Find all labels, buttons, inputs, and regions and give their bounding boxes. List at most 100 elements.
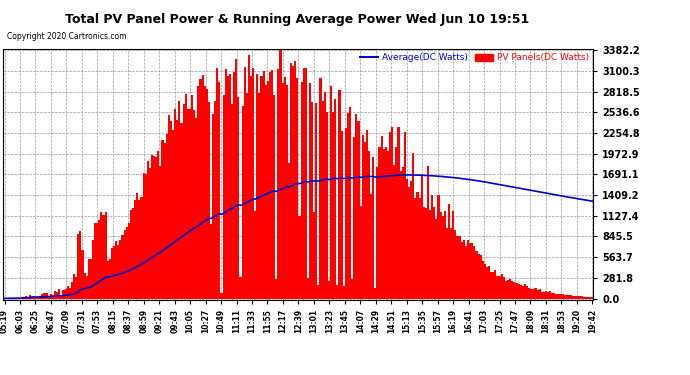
- Bar: [183, 104, 185, 298]
- Bar: [254, 211, 256, 298]
- Bar: [301, 82, 303, 298]
- Bar: [134, 200, 136, 298]
- Bar: [408, 187, 410, 298]
- Bar: [575, 296, 577, 298]
- Bar: [250, 76, 252, 298]
- Bar: [345, 128, 347, 298]
- Bar: [98, 220, 100, 298]
- Bar: [469, 243, 471, 298]
- Bar: [109, 259, 111, 299]
- Bar: [526, 286, 528, 298]
- Bar: [223, 95, 225, 298]
- Bar: [520, 285, 522, 298]
- Bar: [41, 294, 43, 298]
- Bar: [216, 68, 218, 298]
- Bar: [269, 72, 271, 298]
- Bar: [368, 151, 370, 298]
- Bar: [214, 102, 216, 298]
- Bar: [204, 86, 206, 298]
- Bar: [189, 109, 191, 298]
- Bar: [366, 130, 368, 298]
- Bar: [414, 198, 416, 298]
- Bar: [570, 296, 572, 298]
- Bar: [467, 240, 469, 298]
- Bar: [423, 207, 425, 298]
- Bar: [168, 115, 170, 298]
- Bar: [431, 195, 433, 298]
- Bar: [461, 242, 463, 298]
- Legend: Average(DC Watts), PV Panels(DC Watts): Average(DC Watts), PV Panels(DC Watts): [360, 53, 589, 62]
- Bar: [562, 294, 564, 298]
- Bar: [486, 267, 488, 298]
- Bar: [364, 142, 366, 298]
- Bar: [79, 231, 81, 298]
- Bar: [339, 90, 341, 298]
- Bar: [357, 122, 359, 298]
- Bar: [450, 228, 452, 298]
- Bar: [353, 137, 355, 298]
- Bar: [581, 296, 583, 298]
- Bar: [400, 171, 402, 298]
- Bar: [387, 151, 389, 298]
- Text: Copyright 2020 Cartronics.com: Copyright 2020 Cartronics.com: [7, 32, 126, 41]
- Bar: [31, 296, 33, 298]
- Bar: [507, 280, 509, 298]
- Bar: [265, 86, 267, 298]
- Bar: [105, 213, 107, 298]
- Bar: [501, 274, 503, 298]
- Bar: [233, 72, 235, 298]
- Bar: [191, 96, 193, 298]
- Bar: [33, 297, 35, 298]
- Bar: [421, 175, 423, 298]
- Bar: [271, 70, 273, 298]
- Bar: [170, 121, 172, 298]
- Bar: [126, 227, 128, 298]
- Bar: [273, 94, 275, 298]
- Bar: [174, 108, 176, 299]
- Bar: [69, 288, 71, 298]
- Bar: [252, 68, 254, 298]
- Bar: [208, 102, 210, 298]
- Bar: [107, 261, 109, 299]
- Bar: [585, 297, 587, 298]
- Bar: [180, 123, 183, 298]
- Bar: [425, 208, 427, 298]
- Bar: [151, 155, 153, 298]
- Bar: [395, 147, 397, 298]
- Bar: [587, 297, 589, 298]
- Bar: [448, 204, 450, 298]
- Bar: [307, 278, 309, 298]
- Bar: [128, 223, 130, 298]
- Bar: [484, 264, 486, 298]
- Bar: [541, 291, 543, 298]
- Bar: [437, 195, 440, 298]
- Bar: [210, 224, 212, 298]
- Bar: [39, 296, 41, 298]
- Bar: [313, 212, 315, 298]
- Bar: [199, 79, 201, 298]
- Bar: [589, 297, 591, 298]
- Bar: [412, 153, 414, 298]
- Bar: [537, 290, 539, 298]
- Bar: [298, 216, 301, 298]
- Bar: [111, 248, 113, 298]
- Bar: [490, 272, 492, 298]
- Bar: [534, 288, 537, 298]
- Bar: [239, 277, 241, 298]
- Bar: [77, 234, 79, 298]
- Bar: [330, 86, 332, 298]
- Bar: [475, 251, 477, 298]
- Bar: [547, 292, 549, 298]
- Bar: [65, 289, 67, 298]
- Bar: [100, 212, 103, 298]
- Bar: [359, 206, 362, 298]
- Bar: [427, 166, 429, 298]
- Bar: [383, 149, 385, 298]
- Bar: [237, 97, 239, 298]
- Bar: [311, 102, 313, 298]
- Bar: [389, 132, 391, 298]
- Bar: [419, 198, 421, 298]
- Bar: [164, 142, 166, 298]
- Bar: [362, 135, 364, 298]
- Bar: [212, 114, 214, 298]
